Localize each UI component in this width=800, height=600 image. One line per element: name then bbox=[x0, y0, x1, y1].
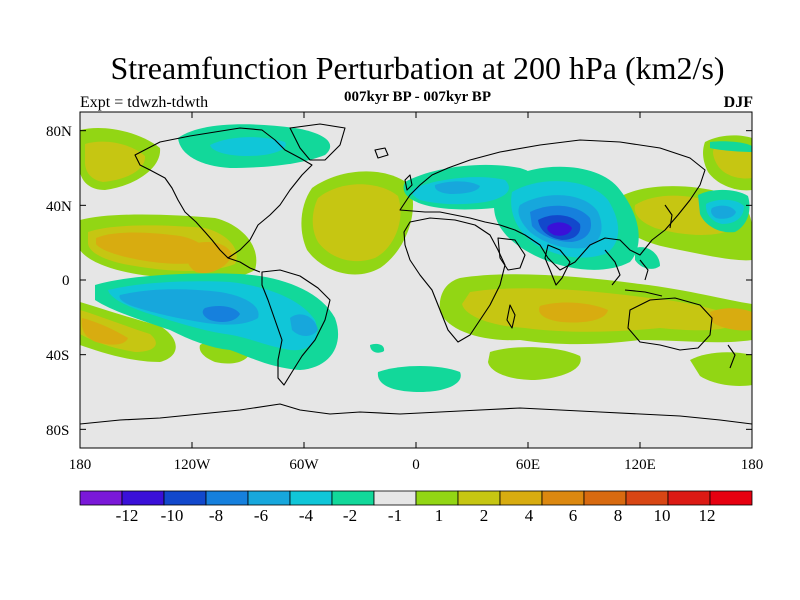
colorbar-swatch bbox=[499, 490, 543, 506]
contour-neg6-regions bbox=[547, 222, 572, 236]
colorbar-label: 8 bbox=[613, 506, 623, 525]
map-subtitle: 007kyr BP - 007kyr BP bbox=[344, 89, 491, 105]
lon-label-120w: 120W bbox=[173, 457, 211, 473]
colorbar-label: 1 bbox=[434, 506, 444, 525]
colorbar bbox=[79, 490, 753, 506]
lon-label-0: 0 bbox=[412, 457, 420, 473]
colorbar-swatch bbox=[457, 490, 501, 506]
colorbar-label: 12 bbox=[698, 506, 716, 525]
colorbar-label: 2 bbox=[479, 506, 489, 525]
lat-label-80s: 80S bbox=[46, 423, 70, 439]
colorbar-label: 10 bbox=[653, 506, 671, 525]
colorbar-label: 4 bbox=[524, 506, 534, 525]
colorbar-label: -1 bbox=[387, 506, 403, 525]
contour-pos3-regions bbox=[81, 232, 752, 345]
lon-label-60e: 60E bbox=[515, 457, 541, 473]
lon-label-180w: 180 bbox=[68, 457, 92, 473]
colorbar-swatch bbox=[289, 490, 333, 506]
coastlines bbox=[80, 123, 752, 425]
colorbar-swatch bbox=[79, 490, 123, 506]
colorbar-swatch bbox=[541, 490, 585, 506]
colorbar-label: -10 bbox=[160, 506, 184, 525]
colorbar-swatch bbox=[373, 490, 417, 506]
colorbar-label: -12 bbox=[115, 506, 139, 525]
colorbar-label: -4 bbox=[298, 506, 314, 525]
lat-label-0: 0 bbox=[62, 273, 70, 289]
experiment-label: Expt = tdwzh-tdwth bbox=[80, 94, 209, 111]
colorbar-swatch bbox=[709, 490, 753, 506]
colorbar-label: -6 bbox=[253, 506, 269, 525]
colorbar-swatch bbox=[583, 490, 627, 506]
map-title: Streamfunction Perturbation at 200 hPa (… bbox=[110, 50, 725, 86]
axis-ticks bbox=[79, 112, 753, 448]
colorbar-swatch bbox=[121, 490, 165, 506]
lon-label-180e: 180 bbox=[740, 457, 764, 473]
lat-label-80n: 80N bbox=[46, 124, 72, 140]
lat-label-40n: 40N bbox=[46, 199, 72, 215]
colorbar-swatch bbox=[667, 490, 711, 506]
colorbar-swatch bbox=[205, 490, 249, 506]
colorbar-label: -2 bbox=[342, 506, 358, 525]
lon-label-120e: 120E bbox=[624, 457, 656, 473]
colorbar-swatch bbox=[247, 490, 291, 506]
colorbar-swatch bbox=[625, 490, 669, 506]
colorbar-swatch bbox=[163, 490, 207, 506]
colorbar-swatch bbox=[331, 490, 375, 506]
colorbar-swatch bbox=[415, 490, 459, 506]
lat-label-40s: 40S bbox=[46, 348, 70, 364]
lon-label-60w: 60W bbox=[289, 457, 319, 473]
colorbar-label: -8 bbox=[208, 506, 224, 525]
season-label: DJF bbox=[723, 94, 753, 111]
colorbar-label: 6 bbox=[568, 506, 578, 525]
